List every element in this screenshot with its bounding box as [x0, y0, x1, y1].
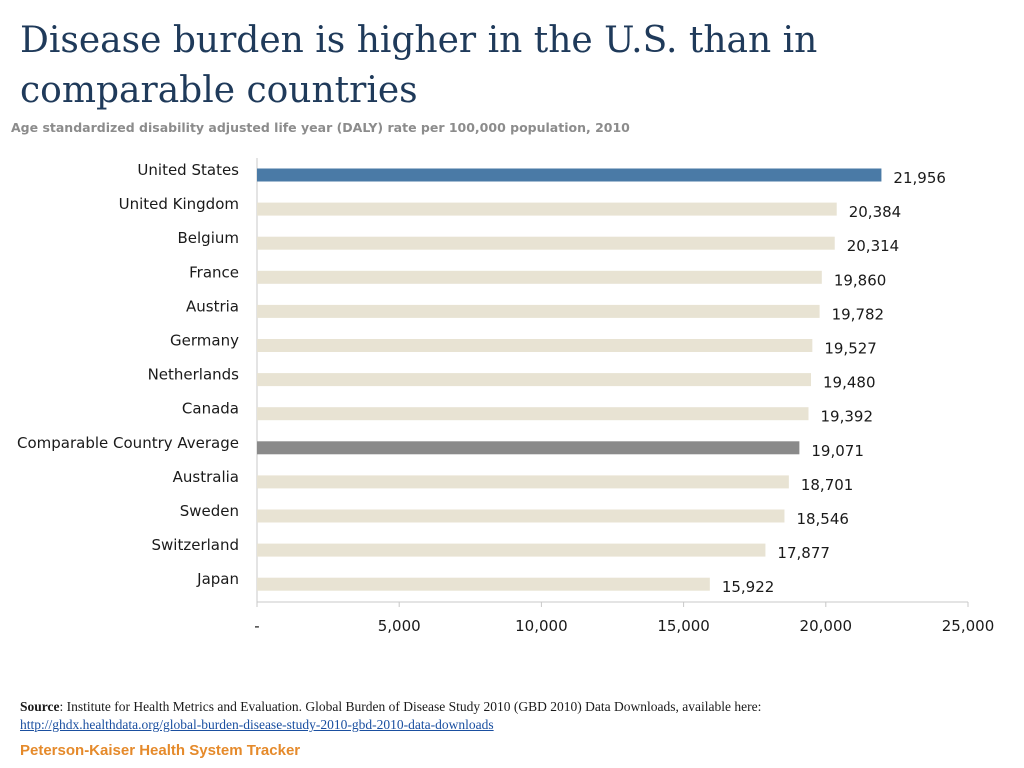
category-label-6: Netherlands: [148, 366, 240, 384]
category-label-1: United Kingdom: [119, 195, 239, 213]
category-label-7: Canada: [182, 400, 239, 418]
category-label-10: Sweden: [180, 502, 239, 520]
value-label-11: 17,877: [777, 544, 830, 562]
category-label-12: Japan: [196, 570, 239, 588]
source-text: : Institute for Health Metrics and Evalu…: [59, 699, 762, 714]
category-label-5: Germany: [170, 332, 239, 350]
source-label: Source: [20, 699, 60, 714]
x-tick-label-2: 10,000: [515, 617, 568, 635]
category-label-0: United States: [137, 161, 239, 179]
bar-5: [257, 339, 813, 352]
value-label-8: 19,071: [811, 442, 864, 460]
category-label-8: Comparable Country Average: [17, 434, 239, 452]
value-label-7: 19,392: [821, 408, 874, 426]
value-label-5: 19,527: [824, 340, 877, 358]
bar-9: [257, 475, 789, 489]
x-tick-label-4: 20,000: [800, 617, 853, 635]
value-label-4: 19,782: [832, 305, 885, 323]
source-link[interactable]: http://ghdx.healthdata.org/global-burden…: [20, 717, 494, 732]
x-tick-label-5: 25,000: [942, 617, 995, 635]
value-label-0: 21,956: [893, 169, 946, 187]
value-label-9: 18,701: [801, 476, 854, 494]
category-label-11: Switzerland: [152, 536, 240, 554]
bar-8: [257, 441, 800, 455]
category-label-9: Australia: [173, 468, 239, 486]
category-label-3: France: [189, 263, 239, 281]
category-label-4: Austria: [186, 297, 239, 315]
x-tick-label-0: -: [254, 617, 259, 635]
value-label-2: 20,314: [847, 237, 900, 255]
bar-7: [257, 407, 809, 421]
value-label-6: 19,480: [823, 374, 876, 392]
x-tick-label-3: 15,000: [657, 617, 710, 635]
bar-3: [257, 270, 822, 284]
bar-11: [257, 543, 766, 557]
value-label-1: 20,384: [849, 203, 902, 221]
footer-brand: Peterson-Kaiser Health System Tracker: [20, 742, 301, 759]
bar-4: [257, 304, 820, 318]
bar-12: [257, 577, 710, 591]
value-label-10: 18,546: [796, 510, 849, 528]
value-label-12: 15,922: [722, 578, 775, 596]
value-label-3: 19,860: [834, 271, 887, 289]
chart-title: Disease burden is higher in the U.S. tha…: [20, 20, 818, 111]
bar-10: [257, 509, 785, 523]
bar-2: [257, 236, 835, 250]
category-label-2: Belgium: [178, 229, 240, 247]
source-note: Source: Institute for Health Metrics and…: [20, 698, 1010, 734]
chart-subtitle: Age standardized disability adjusted lif…: [11, 120, 630, 135]
bar-chart: United States 21,956 United Kingdom 20,384 B…: [17, 158, 995, 635]
bar-0: [257, 168, 882, 182]
bar-6: [257, 373, 812, 387]
bar-1: [257, 202, 837, 216]
x-tick-label-1: 5,000: [378, 617, 421, 635]
